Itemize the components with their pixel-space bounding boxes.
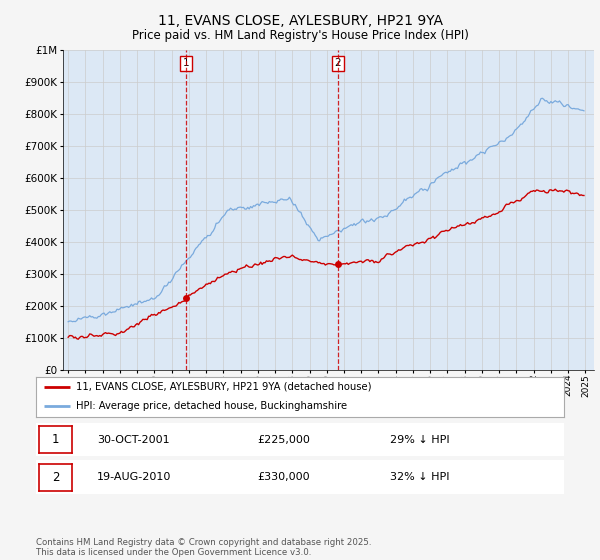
Text: £225,000: £225,000 — [258, 435, 311, 445]
Text: 1: 1 — [52, 433, 59, 446]
Text: Price paid vs. HM Land Registry's House Price Index (HPI): Price paid vs. HM Land Registry's House … — [131, 29, 469, 42]
Text: 2: 2 — [52, 470, 59, 484]
Text: £330,000: £330,000 — [258, 472, 310, 482]
Text: 11, EVANS CLOSE, AYLESBURY, HP21 9YA: 11, EVANS CLOSE, AYLESBURY, HP21 9YA — [157, 14, 443, 28]
Text: 19-AUG-2010: 19-AUG-2010 — [97, 472, 171, 482]
Text: 2: 2 — [334, 58, 341, 68]
Text: 32% ↓ HPI: 32% ↓ HPI — [390, 472, 449, 482]
Text: Contains HM Land Registry data © Crown copyright and database right 2025.
This d: Contains HM Land Registry data © Crown c… — [36, 538, 371, 557]
Text: 1: 1 — [182, 58, 189, 68]
Text: HPI: Average price, detached house, Buckinghamshire: HPI: Average price, detached house, Buck… — [76, 401, 347, 411]
Text: 11, EVANS CLOSE, AYLESBURY, HP21 9YA (detached house): 11, EVANS CLOSE, AYLESBURY, HP21 9YA (de… — [76, 382, 371, 392]
Text: 30-OCT-2001: 30-OCT-2001 — [97, 435, 169, 445]
Text: 29% ↓ HPI: 29% ↓ HPI — [390, 435, 449, 445]
Bar — [186, 50, 338, 370]
